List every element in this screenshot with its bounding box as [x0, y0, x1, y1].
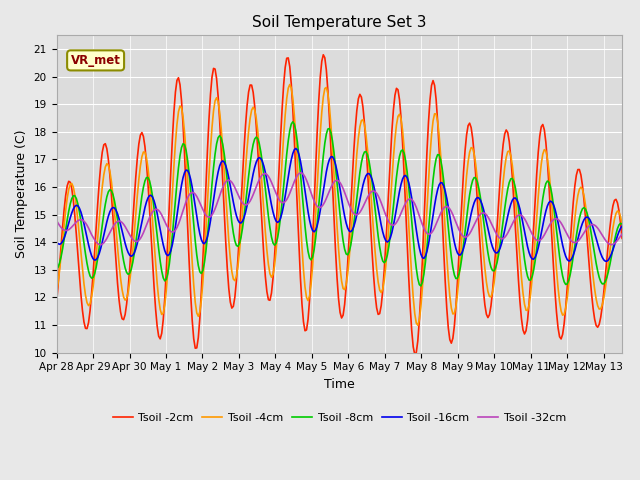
Tsoil -8cm [52, 266, 60, 272]
Tsoil -4cm [414, 323, 422, 328]
Tsoil -2cm [319, 52, 327, 58]
Tsoil -4cm [286, 82, 294, 87]
Y-axis label: Soil Temperature (C): Soil Temperature (C) [15, 130, 28, 258]
Tsoil -2cm [470, 152, 478, 157]
X-axis label: Time: Time [324, 378, 355, 391]
Tsoil -2cm [146, 205, 154, 211]
Title: Soil Temperature Set 3: Soil Temperature Set 3 [252, 15, 426, 30]
Tsoil -4cm [146, 180, 154, 186]
Tsoil -32cm [244, 200, 252, 206]
Line: Tsoil -8cm: Tsoil -8cm [56, 122, 622, 286]
Tsoil -32cm [609, 241, 617, 247]
Tsoil -8cm [470, 175, 478, 180]
Tsoil -8cm [146, 178, 154, 184]
Tsoil -2cm [411, 352, 419, 358]
Tsoil -4cm [52, 290, 60, 296]
Tsoil -16cm [243, 203, 251, 208]
Tsoil -16cm [618, 223, 626, 229]
Tsoil -8cm [243, 187, 251, 193]
Tsoil -16cm [342, 220, 350, 226]
Tsoil -16cm [146, 193, 154, 199]
Tsoil -4cm [124, 289, 132, 295]
Tsoil -4cm [243, 145, 251, 151]
Tsoil -8cm [609, 246, 617, 252]
Tsoil -32cm [618, 231, 626, 237]
Line: Tsoil -4cm: Tsoil -4cm [56, 84, 622, 325]
Tsoil -4cm [609, 225, 617, 231]
Tsoil -2cm [124, 285, 132, 291]
Tsoil -16cm [609, 247, 617, 253]
Tsoil -32cm [97, 242, 104, 248]
Line: Tsoil -2cm: Tsoil -2cm [56, 55, 622, 355]
Tsoil -16cm [124, 250, 132, 255]
Text: VR_met: VR_met [70, 54, 120, 67]
Tsoil -8cm [342, 251, 350, 257]
Tsoil -8cm [289, 119, 297, 125]
Tsoil -4cm [470, 151, 478, 157]
Tsoil -8cm [124, 272, 132, 277]
Line: Tsoil -32cm: Tsoil -32cm [56, 173, 622, 245]
Tsoil -16cm [52, 239, 60, 244]
Tsoil -4cm [342, 282, 350, 288]
Tsoil -8cm [618, 221, 626, 227]
Legend: Tsoil -2cm, Tsoil -4cm, Tsoil -8cm, Tsoil -16cm, Tsoil -32cm: Tsoil -2cm, Tsoil -4cm, Tsoil -8cm, Tsoi… [108, 409, 570, 428]
Tsoil -2cm [609, 203, 617, 209]
Tsoil -32cm [52, 217, 60, 223]
Tsoil -16cm [292, 145, 300, 151]
Line: Tsoil -16cm: Tsoil -16cm [56, 148, 622, 261]
Tsoil -2cm [342, 284, 350, 289]
Tsoil -32cm [470, 222, 478, 228]
Tsoil -8cm [417, 283, 425, 289]
Tsoil -16cm [603, 258, 611, 264]
Tsoil -2cm [243, 103, 251, 108]
Tsoil -4cm [618, 222, 626, 228]
Tsoil -32cm [147, 212, 155, 217]
Tsoil -32cm [344, 198, 351, 204]
Tsoil -2cm [52, 300, 60, 306]
Tsoil -32cm [296, 170, 304, 176]
Tsoil -16cm [469, 204, 477, 210]
Tsoil -32cm [126, 232, 134, 238]
Tsoil -2cm [618, 236, 626, 241]
